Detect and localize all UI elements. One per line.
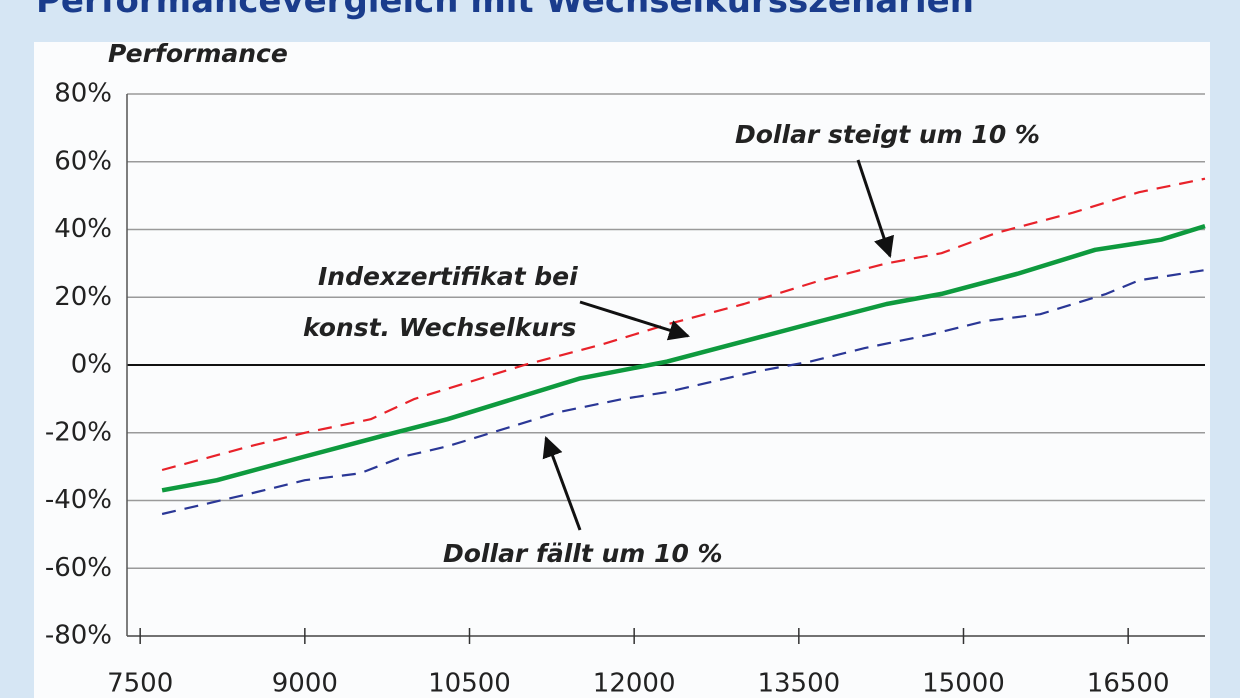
y-tick-label: -40% — [45, 485, 112, 515]
y-tick-label: -80% — [45, 621, 112, 651]
y-tick-label: -60% — [45, 553, 112, 583]
x-tick-label: 10500 — [428, 669, 511, 698]
series-line — [161, 177, 1206, 472]
grid: -80% -60% -40% -20% 0% 20% 40% 60% 80% 7500 9000 10… — [45, 79, 1205, 698]
y-tick-label: -20% — [45, 417, 112, 447]
arrow — [856, 159, 894, 258]
x-tick-label: 16500 — [1087, 669, 1170, 698]
annotation: Dollar steigt um 10 % — [735, 120, 1040, 149]
x-tick-label: 9000 — [272, 669, 338, 698]
x-tick-label: 7500 — [107, 669, 173, 698]
y-tick-label: 0% — [71, 350, 112, 380]
x-tick-label: 12000 — [593, 669, 676, 698]
x-tick-label: 15000 — [922, 669, 1005, 698]
series-line — [161, 269, 1206, 516]
y-axis-title: Performance — [108, 39, 288, 68]
arrow — [542, 436, 582, 531]
y-tick-label: 40% — [54, 214, 112, 244]
x-tick-label: 13500 — [757, 669, 840, 698]
y-tick-label: 80% — [54, 79, 112, 109]
annotation: konst. Wechselkurs — [303, 313, 576, 342]
annotation: Dollar fällt um 10 % — [443, 539, 723, 568]
annotation: Indexzertifikat bei — [318, 262, 578, 291]
chart-title: Performancevergleich mit Wechselkursszen… — [36, 0, 974, 21]
arrow — [579, 300, 691, 341]
series-line — [161, 223, 1206, 493]
y-tick-label: 20% — [54, 282, 112, 312]
lines — [161, 177, 1206, 516]
y-tick-label: 60% — [54, 146, 112, 176]
